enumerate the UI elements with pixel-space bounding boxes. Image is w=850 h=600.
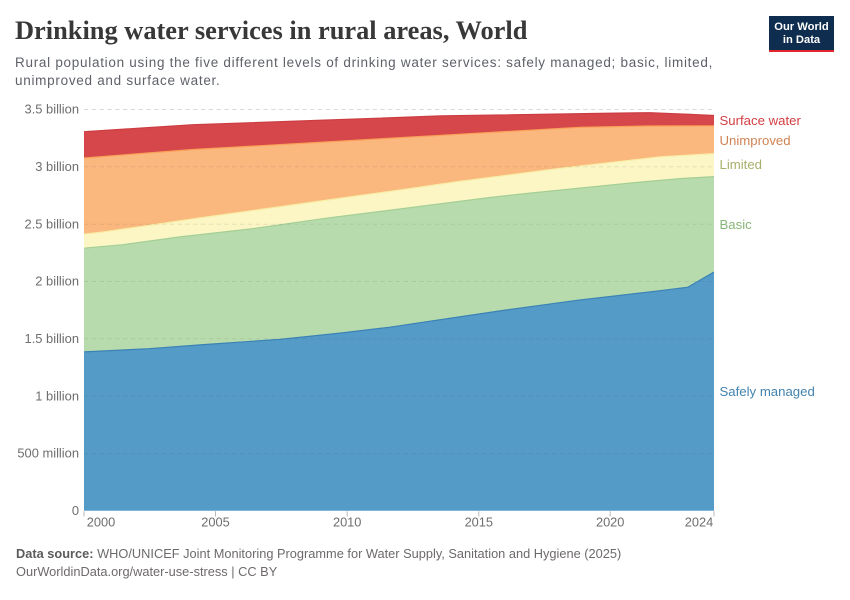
svg-text:Surface water: Surface water (720, 113, 802, 128)
svg-text:2.5 billion: 2.5 billion (25, 216, 79, 231)
svg-text:2005: 2005 (201, 515, 229, 530)
svg-text:Limited: Limited (720, 157, 763, 172)
svg-text:Unimproved: Unimproved (720, 133, 791, 148)
svg-text:Basic: Basic (720, 217, 753, 232)
svg-text:1.5 billion: 1.5 billion (25, 331, 79, 346)
svg-text:2024: 2024 (685, 515, 713, 530)
svg-text:2010: 2010 (333, 515, 361, 530)
svg-text:2000: 2000 (87, 515, 115, 530)
svg-text:500 million: 500 million (17, 446, 79, 461)
svg-text:3.5 billion: 3.5 billion (25, 102, 79, 117)
svg-text:2 billion: 2 billion (35, 274, 79, 289)
svg-text:1 billion: 1 billion (35, 388, 79, 403)
svg-text:2015: 2015 (465, 515, 493, 530)
svg-text:Safely managed: Safely managed (720, 384, 815, 399)
svg-text:2020: 2020 (596, 515, 624, 530)
svg-text:0: 0 (72, 503, 79, 518)
svg-text:3 billion: 3 billion (35, 159, 79, 174)
